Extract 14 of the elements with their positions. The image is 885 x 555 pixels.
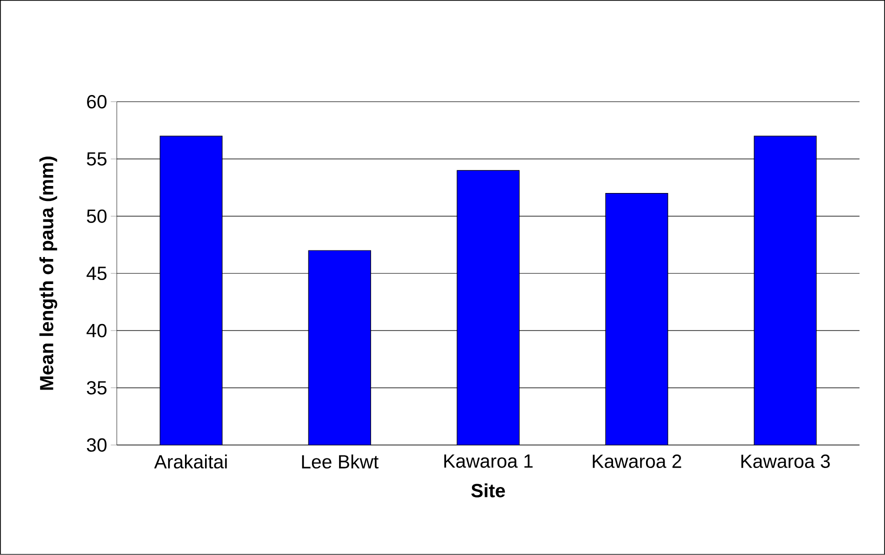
y-tick-label: 50	[86, 210, 107, 223]
x-tick-label: Kawaroa 3	[741, 454, 830, 468]
y-tick-label: 35	[86, 381, 106, 395]
y-axis-title: Mean length of paua (mm)	[39, 156, 58, 390]
x-tick-label: Kawaroa 2	[592, 454, 682, 468]
x-axis-title: Site	[471, 483, 505, 498]
y-tick-label: 45	[86, 266, 106, 280]
y-tick-label: 30	[86, 438, 107, 452]
x-tick-label: Arakaitai	[154, 454, 227, 469]
y-tick-label: 55	[86, 152, 106, 166]
y-tick-label: 60	[87, 95, 107, 109]
x-tick-label: Kawaroa 1	[444, 454, 533, 468]
x-tick-label: Lee Bkwt	[302, 454, 379, 469]
y-tick-label: 40	[86, 324, 107, 338]
